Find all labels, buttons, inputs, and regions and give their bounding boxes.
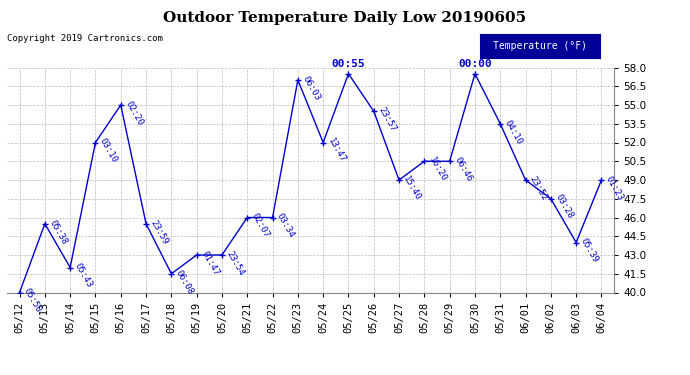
Text: 23:59: 23:59	[148, 218, 170, 246]
Text: 00:55: 00:55	[332, 59, 365, 69]
Text: 01:47: 01:47	[199, 249, 220, 277]
Text: 13:47: 13:47	[326, 137, 347, 165]
Text: 23:54: 23:54	[224, 249, 246, 277]
Text: 05:39: 05:39	[579, 237, 600, 264]
Text: 05:50: 05:50	[22, 287, 43, 315]
Text: 06:08: 06:08	[174, 268, 195, 296]
Text: 01:23: 01:23	[604, 174, 625, 202]
Text: 03:34: 03:34	[275, 212, 296, 240]
Text: 23:57: 23:57	[376, 105, 397, 133]
Text: 06:46: 06:46	[452, 156, 473, 183]
Text: 04:10: 04:10	[503, 118, 524, 146]
Text: 23:52: 23:52	[528, 174, 549, 202]
Text: 03:10: 03:10	[98, 137, 119, 165]
Text: Temperature (°F): Temperature (°F)	[493, 41, 587, 51]
Text: 05:43: 05:43	[72, 262, 94, 290]
Text: 02:07: 02:07	[250, 212, 271, 240]
Text: 06:03: 06:03	[300, 74, 322, 102]
Text: Copyright 2019 Cartronics.com: Copyright 2019 Cartronics.com	[7, 34, 163, 43]
Text: 15:40: 15:40	[402, 174, 423, 202]
Text: 03:28: 03:28	[553, 193, 575, 221]
Text: 00:00: 00:00	[458, 59, 492, 69]
Text: 05:38: 05:38	[48, 218, 68, 246]
Text: 02:20: 02:20	[124, 99, 144, 127]
Text: 16:20: 16:20	[427, 156, 448, 183]
Text: Outdoor Temperature Daily Low 20190605: Outdoor Temperature Daily Low 20190605	[164, 11, 526, 25]
